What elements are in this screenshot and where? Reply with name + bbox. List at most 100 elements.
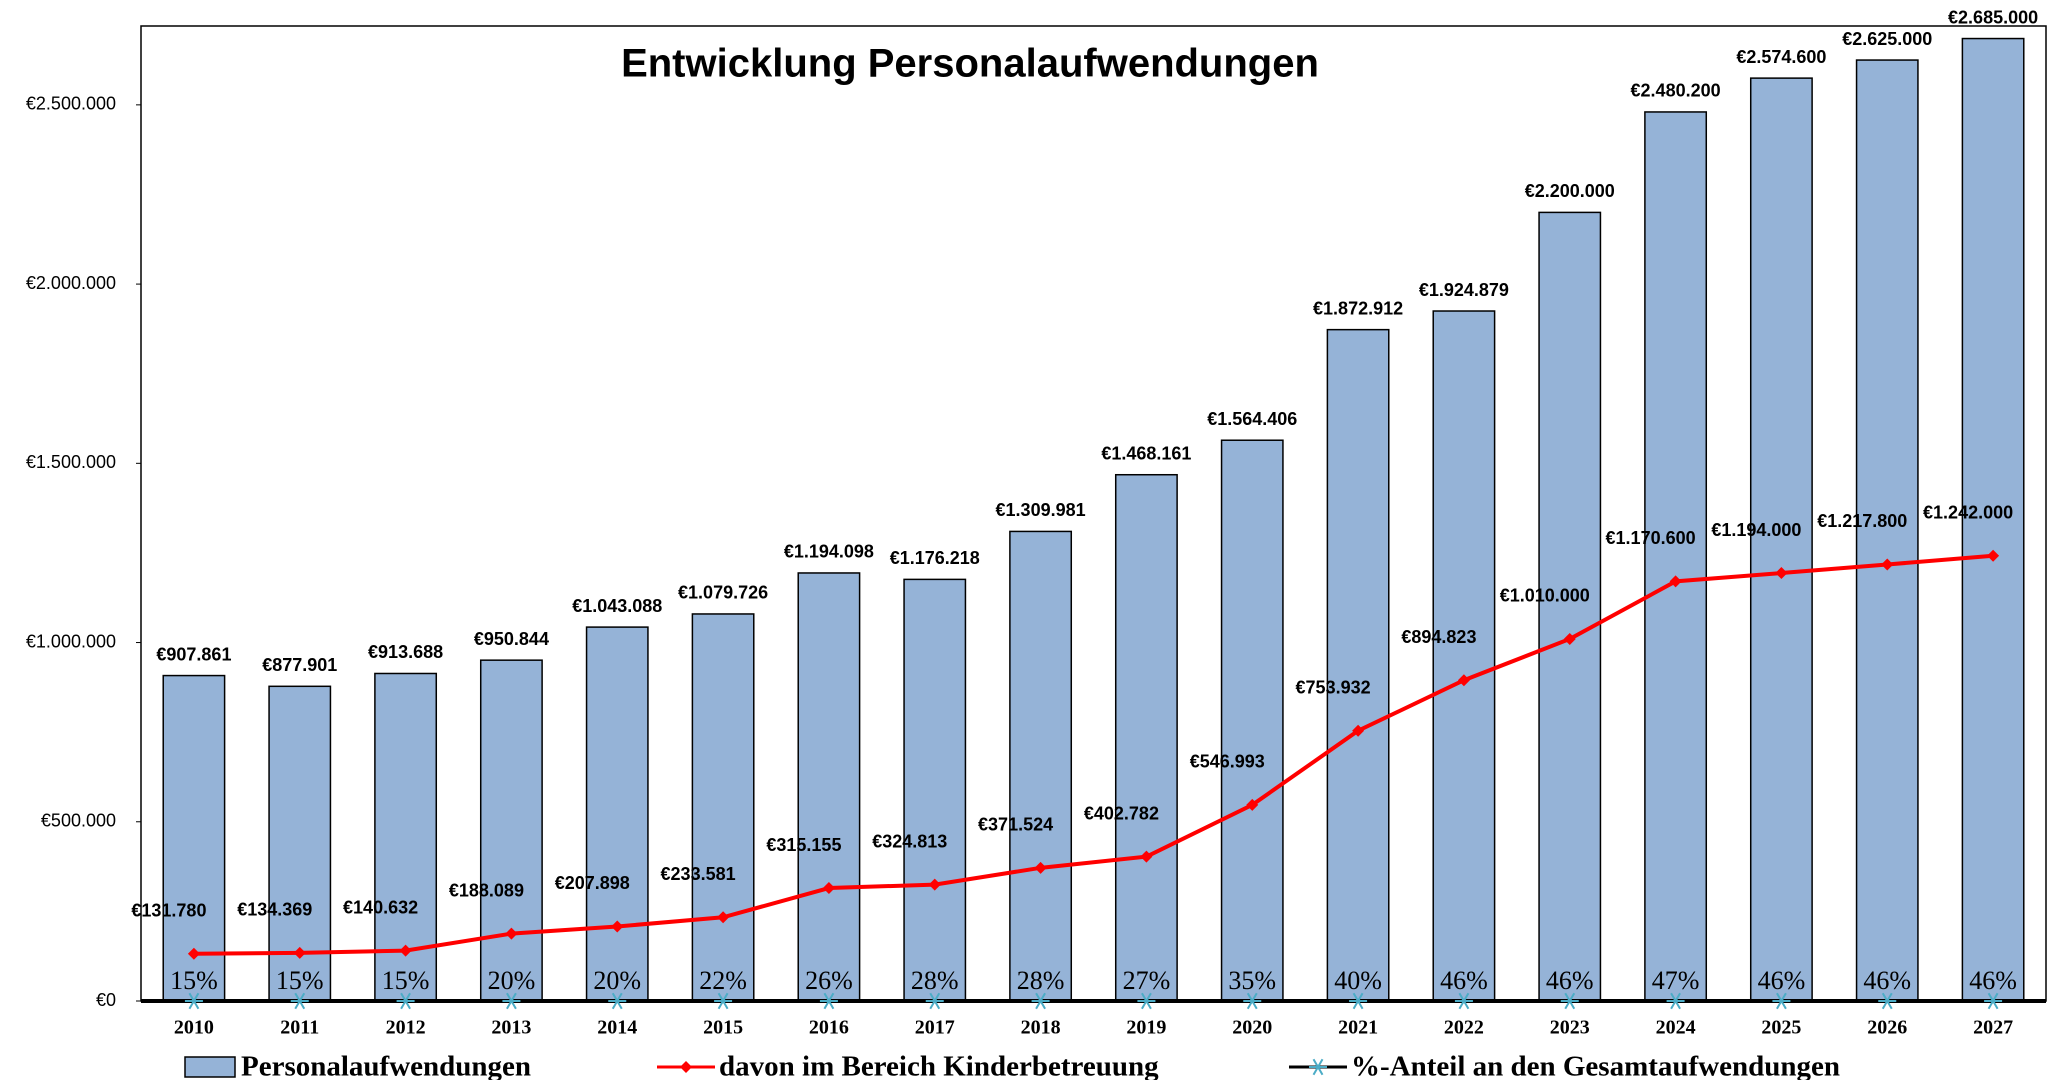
marker-stroke [1670,992,1681,1010]
percent-label: 35% [1228,966,1276,995]
line-label: €188.089 [449,880,524,900]
marker [1878,992,1897,1010]
percent-label: 20% [488,966,536,995]
marker [1352,724,1365,737]
marker [1563,632,1576,645]
bar [1009,530,1073,1002]
marker [1031,992,1050,1010]
bar [691,613,755,1002]
line-label: €140.632 [343,897,418,917]
marker [1349,992,1368,1010]
percent-label: 47% [1652,966,1700,995]
line [193,553,1994,956]
bar [162,674,226,1002]
percent-label: 15% [170,966,218,995]
marker [502,992,521,1010]
percent-label: 26% [805,966,853,995]
line-label: €207.898 [555,873,630,893]
percent-label: 20% [593,966,641,995]
percent-label: 15% [276,966,324,995]
x-tick-label: 2014 [597,1017,637,1039]
x-tick-label: 2015 [703,1017,743,1039]
line-label: €1.170.600 [1606,528,1696,548]
bar-label: €2.574.600 [1736,47,1826,67]
percent-label: 46% [1863,966,1911,995]
line-label: €371.524 [978,815,1053,835]
marker-stroke [1881,992,1893,1010]
marker-stroke [294,992,306,1010]
bar-label: €1.924.879 [1419,280,1509,300]
marker-stroke [1035,992,1046,1010]
marker-stroke [506,992,517,1010]
marker [1669,575,1682,588]
marker-stroke [188,992,200,1010]
bar [1538,211,1602,1002]
line-label: €753.932 [1296,677,1371,697]
x-tick-label: 2019 [1126,1017,1166,1039]
bar-label: €913.688 [368,642,443,662]
bar-label: €1.194.098 [784,542,874,562]
percent-label: 28% [1017,966,1065,995]
bar-label: €950.844 [474,629,549,649]
bar [1644,111,1708,1002]
marker [1454,992,1473,1010]
line-label: €1.217.800 [1817,511,1907,531]
y-tick-label: €2.500.000 [26,94,116,114]
line-label: €1.010.000 [1500,586,1590,606]
marker [1457,674,1470,687]
bar-label: €1.468.161 [1101,443,1191,463]
line-label: €131.780 [131,901,206,921]
x-tick-label: 2018 [1021,1017,1061,1039]
bar-label: €907.861 [156,644,231,664]
legend-label: Personalaufwendungen [241,1051,531,1080]
marker [608,992,627,1010]
marker [1243,992,1262,1010]
marker-stroke [1246,992,1258,1010]
bar [585,626,649,1002]
bar-label: €2.685.000 [1948,7,2038,27]
bar-label: €2.625.000 [1842,29,1932,49]
marker [928,878,941,891]
marker [396,992,415,1010]
marker-stroke [1352,992,1364,1010]
marker [1560,992,1579,1010]
marker [1881,558,1894,571]
y-tick-label: €500.000 [41,811,116,831]
marker [1140,850,1153,863]
bar [1114,473,1178,1002]
x-tick-label: 2025 [1761,1017,1801,1039]
marker-stroke [1141,992,1152,1010]
marker-stroke [823,992,835,1010]
bar [797,572,861,1002]
x-tick-label: 2024 [1656,1017,1696,1039]
line-label: €134.369 [237,900,312,920]
line-label: €1.194.000 [1711,520,1801,540]
bar-label: €1.176.218 [890,548,980,568]
percent-label: 46% [1758,966,1806,995]
x-tick-label: 2023 [1550,1017,1590,1039]
line-label: €546.993 [1190,752,1265,772]
line-label: €1.242.000 [1923,503,2013,523]
marker [822,882,835,895]
marker [1984,992,2003,1010]
x-tick-label: 2020 [1232,1017,1272,1039]
bar-label: €877.901 [262,655,337,675]
y-tick-label: €2.000.000 [26,273,116,293]
percent-label: 28% [911,966,959,995]
marker [925,992,944,1010]
marker [505,927,518,940]
x-tick-label: 2026 [1867,1017,1907,1039]
x-tick-label: 2022 [1444,1017,1484,1039]
y-tick-label: €1.500.000 [26,452,116,472]
marker-stroke [1564,992,1576,1010]
x-tick-label: 2011 [280,1017,319,1039]
bar-label: €1.309.981 [996,500,1086,520]
line-label: €402.782 [1084,803,1159,823]
legend-marker-stroke [1312,1058,1324,1076]
bar-label: €1.043.088 [572,596,662,616]
marker-stroke [1458,992,1470,1010]
bar-label: €2.480.200 [1631,81,1721,101]
marker-stroke [1776,992,1787,1010]
marker [1772,992,1791,1010]
